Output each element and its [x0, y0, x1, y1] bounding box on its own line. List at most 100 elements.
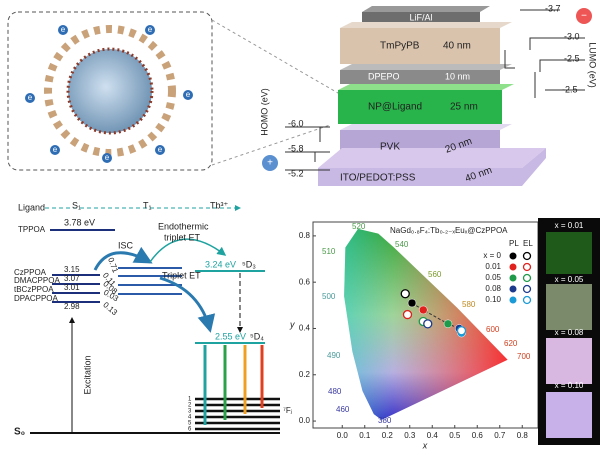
- legend-pl: [509, 296, 517, 304]
- cathode-icon: [576, 8, 592, 24]
- y-tick-label: 0.8: [299, 231, 311, 240]
- el-point: [456, 326, 467, 336]
- legend-header: PL: [509, 239, 519, 248]
- legend-el: [522, 251, 532, 261]
- wavelength-label: 490: [327, 351, 341, 360]
- endothermic: Endothermic: [158, 221, 209, 231]
- wavelength-label: 480: [328, 387, 342, 396]
- legend-pl: [509, 252, 517, 260]
- header: T₁: [143, 200, 152, 210]
- legend-label: 0.08: [485, 284, 501, 293]
- el-point: [423, 319, 433, 329]
- d4-energy: 2.55 eV: [215, 331, 246, 341]
- pl-point: [419, 305, 428, 315]
- photos: x = 0.01 x = 0.05 x = 0.08 x = 0.10: [538, 218, 600, 445]
- wavelength-label: 460: [336, 405, 350, 414]
- electron: e: [28, 93, 33, 102]
- ligand-name: CzPPOA: [14, 268, 47, 277]
- anode-sign: +: [267, 158, 273, 169]
- wavelength-label: 580: [462, 300, 476, 309]
- layer-thickness: 25 nm: [450, 102, 478, 113]
- legend-el: [522, 295, 532, 305]
- d4-label: ⁵D₄: [250, 331, 264, 341]
- energy-diagram: Ligand S₁ T₁ Tb³⁺ TPPOA 3.78 eV CzPPOA D…: [14, 200, 292, 437]
- anode-icon: [262, 155, 278, 171]
- wavelength-label: 510: [322, 247, 336, 256]
- layer-thickness: 10 nm: [445, 71, 470, 81]
- y-tick-label: 0.6: [299, 277, 311, 286]
- d3-label: ⁵D₃: [242, 259, 256, 269]
- header: Tb³⁺: [210, 200, 229, 210]
- connector: [211, 19, 351, 101]
- photo-label: x = 0.01: [555, 221, 584, 230]
- legend-pl: [509, 285, 517, 293]
- wavelength-label: 620: [504, 339, 518, 348]
- x-tick-label: 0.5: [449, 431, 461, 440]
- ligand-energy: 3.07: [64, 274, 80, 283]
- legend-el: [522, 273, 532, 283]
- efficiency: 0.13: [101, 300, 119, 317]
- connector: [211, 124, 331, 166]
- wavelength-label: 600: [486, 325, 500, 334]
- header: Ligand: [18, 202, 45, 212]
- legend-el: [522, 284, 532, 294]
- x-tick-label: 0.0: [337, 431, 349, 440]
- j-level: 6: [188, 427, 192, 433]
- ligand-name: TPPOA: [18, 225, 46, 234]
- isc: ISC: [118, 240, 134, 250]
- x-tick-label: 0.1: [359, 431, 371, 440]
- ligand-name: DPACPPOA: [14, 294, 59, 303]
- legend-el: [522, 262, 532, 272]
- y-tick-label: 0.0: [299, 416, 311, 425]
- pl-point: [443, 319, 453, 329]
- homo-levels: [285, 126, 330, 171]
- wavelength-label: 540: [395, 240, 409, 249]
- s0: S₀: [14, 427, 25, 438]
- layer-name: PVK: [380, 142, 400, 153]
- homo-value: -6.0: [288, 118, 304, 128]
- ligand-energy: 3.01: [64, 283, 80, 292]
- y-tick-label: 0.4: [299, 324, 311, 333]
- electron: e: [148, 25, 153, 34]
- homo-label: HOMO (eV): [259, 88, 269, 136]
- excitation: Excitation: [82, 355, 92, 394]
- ligand-shell: [44, 25, 176, 157]
- legend-pl: [509, 263, 517, 271]
- wavelength-label: 560: [428, 270, 442, 279]
- wavelength-label: 380: [378, 416, 392, 425]
- electron: e: [105, 153, 110, 162]
- x-tick-label: 0.7: [494, 431, 506, 440]
- layer-thickness: 40 nm: [443, 41, 471, 52]
- legend-label: 0.05: [485, 273, 501, 282]
- triplet-et: Triplet ET: [162, 270, 201, 280]
- cathode-sign: −: [581, 11, 587, 22]
- wavelength-label: 500: [322, 292, 336, 301]
- x-tick-label: 0.2: [382, 431, 394, 440]
- layer-name: LiF/Al: [409, 12, 432, 22]
- legend-pl: [509, 274, 517, 282]
- ligand-energy: 3.78 eV: [64, 217, 95, 227]
- x-tick-label: 0.8: [517, 431, 529, 440]
- lumo-value: -2.5: [562, 84, 578, 94]
- nanoparticle-panel: e e e e e e e: [7, 11, 351, 171]
- legend-label: 0.01: [485, 262, 501, 271]
- lumo-value: -3.7: [545, 3, 561, 13]
- el-point: [400, 289, 410, 299]
- ligand-name: DMACPPOA: [14, 276, 60, 285]
- x-axis-label: x: [422, 440, 428, 450]
- photo-label: x = 0.05: [555, 275, 584, 284]
- legend-label: x = 0: [483, 251, 501, 260]
- j-level: 3: [188, 409, 192, 415]
- endothermic: triplet ET: [164, 232, 201, 242]
- y-axis-label: y: [289, 319, 295, 329]
- wavelength-label: 520: [352, 222, 366, 231]
- core: [66, 47, 154, 135]
- ligand-energy: 2.98: [64, 302, 80, 311]
- x-tick-label: 0.6: [472, 431, 484, 440]
- lumo-levels: [504, 9, 585, 98]
- el-point: [402, 309, 413, 320]
- wavelength-label: 700: [517, 352, 531, 361]
- lumo-label: LUMO (eV): [588, 42, 598, 88]
- electron: e: [61, 25, 66, 34]
